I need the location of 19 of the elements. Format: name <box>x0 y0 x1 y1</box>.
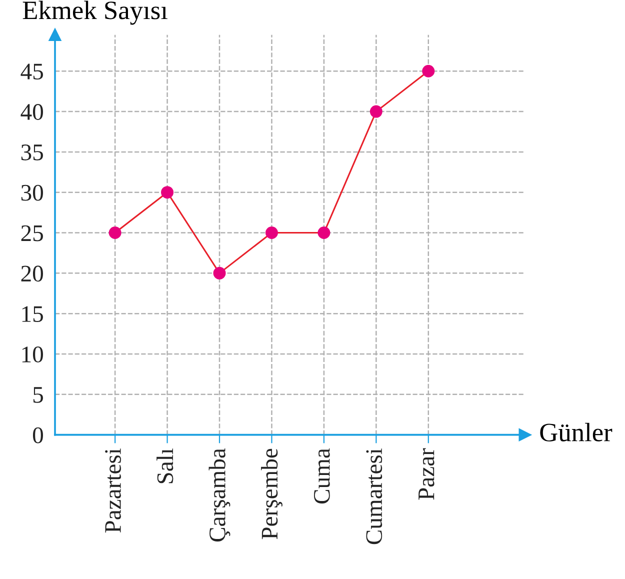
y-tick-label: 45 <box>20 64 43 80</box>
y-tick-label: 10 <box>22 346 43 362</box>
y-tick-label: 35 <box>21 144 43 160</box>
y-tick-label: 40 <box>20 104 43 120</box>
x-tick-label: Perşembe <box>261 448 282 540</box>
y-axis-title: Ekmek Sayısı <box>22 0 168 25</box>
x-tick-label: Çarşamba <box>208 448 230 542</box>
x-tick-label: Cumartesi <box>366 448 382 544</box>
y-tick-label: 30 <box>21 184 43 201</box>
x-tick-label: Pazartesi <box>105 448 121 533</box>
x-tick-label: Salı <box>156 448 174 484</box>
y-tick-label: 0 <box>32 427 43 444</box>
x-tick-label: Pazar <box>418 448 434 500</box>
x-tick-label: Cuma <box>314 448 330 504</box>
y-tick-label: 15 <box>22 306 43 322</box>
y-tick-label: 5 <box>33 387 43 403</box>
x-axis-title: Günler <box>540 422 612 442</box>
y-tick-label: 20 <box>21 266 43 282</box>
y-tick-label: 25 <box>21 225 43 242</box>
